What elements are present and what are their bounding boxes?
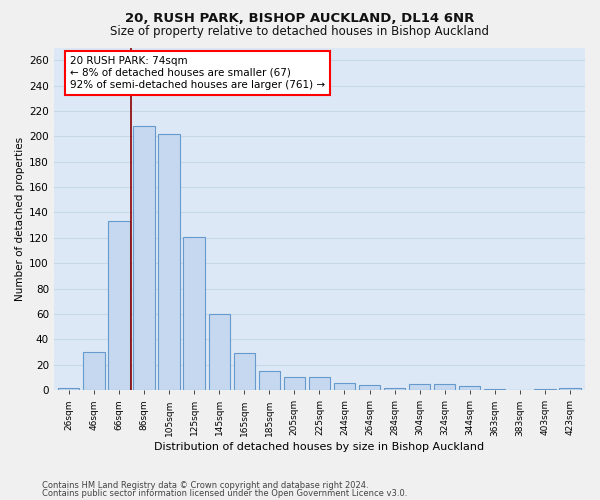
Bar xyxy=(133,126,155,390)
Y-axis label: Number of detached properties: Number of detached properties xyxy=(15,137,25,301)
Text: Contains HM Land Registry data © Crown copyright and database right 2024.: Contains HM Land Registry data © Crown c… xyxy=(42,481,368,490)
Bar xyxy=(83,352,104,390)
Bar xyxy=(534,389,556,390)
Bar xyxy=(259,371,280,390)
Bar xyxy=(233,354,255,390)
Text: Size of property relative to detached houses in Bishop Auckland: Size of property relative to detached ho… xyxy=(110,25,490,38)
Bar xyxy=(284,378,305,390)
Bar xyxy=(409,384,430,390)
Bar xyxy=(184,236,205,390)
Bar xyxy=(334,382,355,390)
Bar xyxy=(434,384,455,390)
Text: 20, RUSH PARK, BISHOP AUCKLAND, DL14 6NR: 20, RUSH PARK, BISHOP AUCKLAND, DL14 6NR xyxy=(125,12,475,24)
Bar xyxy=(384,388,405,390)
Text: Contains public sector information licensed under the Open Government Licence v3: Contains public sector information licen… xyxy=(42,489,407,498)
X-axis label: Distribution of detached houses by size in Bishop Auckland: Distribution of detached houses by size … xyxy=(154,442,484,452)
Text: 20 RUSH PARK: 74sqm
← 8% of detached houses are smaller (67)
92% of semi-detache: 20 RUSH PARK: 74sqm ← 8% of detached hou… xyxy=(70,56,325,90)
Bar xyxy=(309,378,330,390)
Bar xyxy=(459,386,481,390)
Bar xyxy=(559,388,581,390)
Bar xyxy=(209,314,230,390)
Bar xyxy=(158,134,179,390)
Bar xyxy=(359,385,380,390)
Bar xyxy=(484,389,505,390)
Bar xyxy=(108,222,130,390)
Bar xyxy=(58,388,79,390)
